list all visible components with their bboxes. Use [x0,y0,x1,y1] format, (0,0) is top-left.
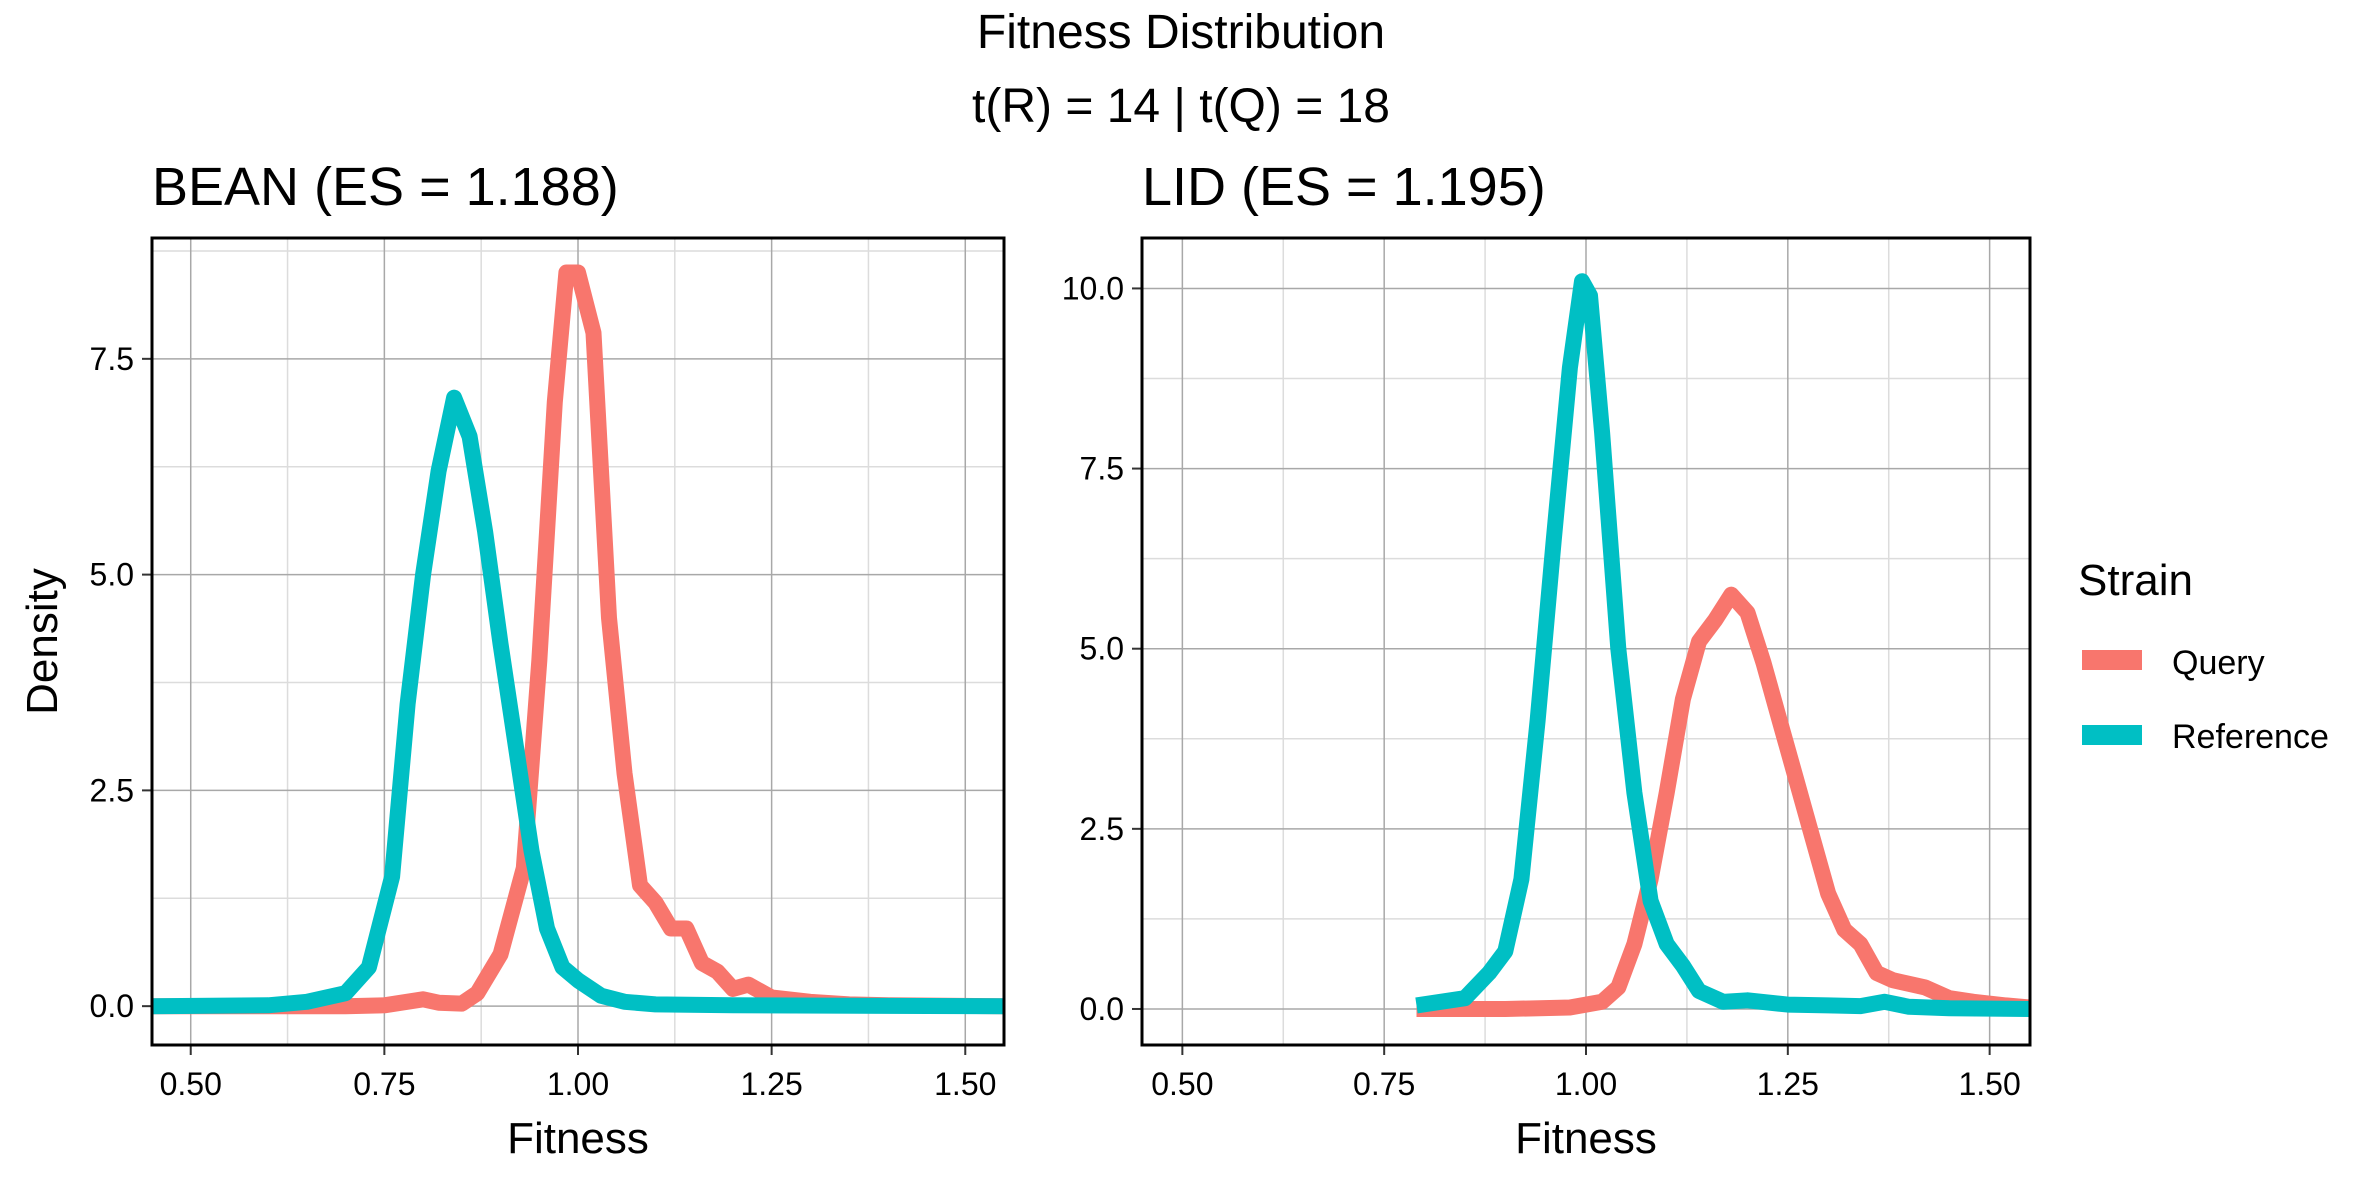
y-tick-label: 0.0 [90,988,134,1024]
panel-title: BEAN (ES = 1.188) [152,157,619,217]
y-tick-label: 7.5 [1080,451,1124,487]
y-tick-label: 10.0 [1062,270,1124,306]
legend-label-query: Query [2172,644,2265,682]
x-tick-label: 1.00 [547,1066,609,1102]
panel-border [150,236,1006,1047]
figure-subtitle: t(R) = 14 | t(Q) = 18 [972,80,1390,133]
x-tick-label: 1.25 [740,1066,802,1102]
x-tick-label: 1.25 [1757,1066,1819,1102]
legend-label-reference: Reference [2172,718,2329,756]
x-tick-label: 1.00 [1555,1066,1617,1102]
x-tick-label: 0.75 [353,1066,415,1102]
legend-title: Strain [2078,556,2193,605]
y-tick-label: 7.5 [90,341,134,377]
y-tick-label: 2.5 [90,772,134,808]
panel-lid: LID (ES = 1.195) 0.50 0.75 1.00 1.25 1.50 0.0 2… [1062,157,2032,1163]
panel-bean: BEAN (ES = 1.188) 0.50 0.75 1.00 1.25 1.50 0.0… [18,157,1006,1163]
x-tick-label: 1.50 [934,1066,996,1102]
y-tick-label: 5.0 [90,557,134,593]
panel-title: LID (ES = 1.195) [1142,157,1546,217]
x-tick-label: 0.75 [1353,1066,1415,1102]
series-line-reference [152,389,1004,1015]
series-line-query [152,264,1004,1015]
legend: Strain Query Reference [2078,556,2329,756]
series-line-reference [1415,273,2030,1017]
legend-swatch-query [2082,650,2142,670]
series-line-query [1416,586,2030,1017]
x-axis-label: Fitness [1515,1114,1657,1163]
x-tick-label: 1.50 [1958,1066,2020,1102]
y-tick-label: 5.0 [1080,631,1124,667]
x-tick-label: 0.50 [1151,1066,1213,1102]
x-tick-label: 0.50 [160,1066,222,1102]
y-axis-label: Density [18,568,67,715]
y-tick-label: 2.5 [1080,811,1124,847]
x-axis-label: Fitness [507,1114,649,1163]
legend-swatch-reference [2082,725,2142,745]
figure-title: Fitness Distribution [977,6,1385,59]
panel-border [1140,236,2032,1047]
y-tick-label: 0.0 [1080,991,1124,1027]
